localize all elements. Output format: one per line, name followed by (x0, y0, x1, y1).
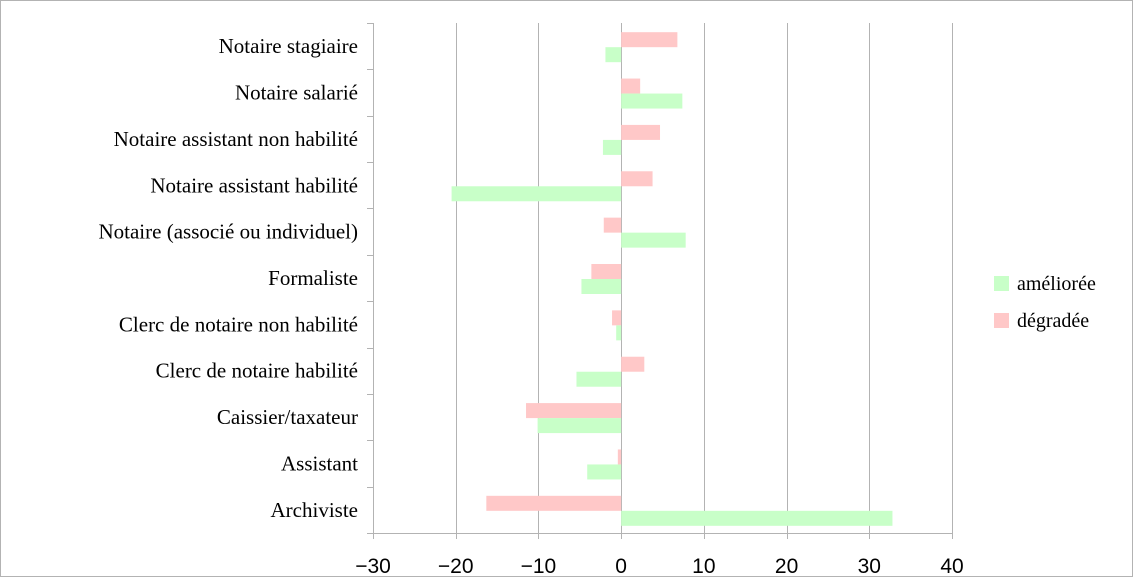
category-labels: Notaire stagiaire Notaire salarié Notaire … (98, 34, 358, 522)
bar-degradee-notaire-salarie (621, 78, 641, 94)
x-tick-label: −10 (521, 555, 557, 578)
bar-amelioree-clerc-de-notaire-non-habilite (616, 325, 622, 341)
legend: améliorée dégradée (994, 273, 1096, 332)
bar-amelioree-archiviste (621, 510, 893, 526)
bar-amelioree-assistant (587, 464, 622, 480)
legend-label-degradee: dégradée (1017, 310, 1089, 332)
bar-amelioree-caissier-taxateur (537, 418, 622, 434)
bar-degradee-caissier-taxateur (526, 403, 622, 419)
category-label: Clerc de notaire non habilité (119, 312, 358, 336)
bars (451, 32, 893, 526)
category-label: Clerc de notaire habilité (156, 359, 358, 383)
category-label: Notaire (associé ou individuel) (98, 220, 358, 244)
bar-amelioree-notaire-assistant-habilite (451, 186, 622, 202)
x-tick-label: 0 (615, 555, 627, 578)
bar-degradee-formaliste (591, 264, 622, 279)
bar-degradee-clerc-de-notaire-non-habilite (612, 310, 622, 326)
x-tick-label: −30 (355, 555, 391, 578)
category-label: Caissier/taxateur (217, 405, 358, 429)
x-tick-label: 20 (775, 555, 798, 578)
x-tick-label: 40 (940, 555, 963, 578)
category-label: Notaire assistant habilité (150, 173, 358, 197)
tick-labels: −30 −20 −10 0 10 20 30 40 (355, 555, 963, 578)
category-label: Notaire assistant non habilité (114, 127, 358, 151)
bar-amelioree-formaliste (581, 279, 622, 294)
category-label: Assistant (281, 451, 358, 475)
axes (367, 23, 953, 539)
legend-swatch-degradee (994, 313, 1009, 328)
x-tick-label: −20 (438, 555, 474, 578)
legend-label-amelioree: améliorée (1017, 273, 1096, 295)
bar-amelioree-notaire-associe-ou-individuel (621, 232, 686, 248)
bar-degradee-notaire-assistant-habilite (621, 171, 653, 187)
bar-amelioree-notaire-assistant-non-habilite (602, 139, 622, 155)
bar-amelioree-clerc-de-notaire-habilite (576, 371, 622, 387)
bar-amelioree-notaire-salarie (621, 93, 683, 109)
bar-amelioree-notaire-stagiaire (605, 47, 622, 63)
bar-degradee-archiviste (486, 495, 622, 511)
x-tick-label: 30 (858, 555, 881, 578)
bar-degradee-assistant (617, 449, 622, 465)
category-label: Notaire stagiaire (219, 34, 358, 58)
category-label: Archiviste (271, 498, 358, 522)
bar-degradee-notaire-associe-ou-individuel (603, 217, 622, 233)
legend-swatch-amelioree (994, 276, 1009, 291)
bar-degradee-clerc-de-notaire-habilite (621, 356, 645, 372)
category-label: Formaliste (268, 266, 358, 290)
bar-degradee-notaire-assistant-non-habilite (621, 124, 661, 140)
bar-degradee-notaire-stagiaire (621, 32, 678, 48)
x-tick-label: 10 (692, 555, 715, 578)
category-label: Notaire salarié (235, 81, 358, 105)
